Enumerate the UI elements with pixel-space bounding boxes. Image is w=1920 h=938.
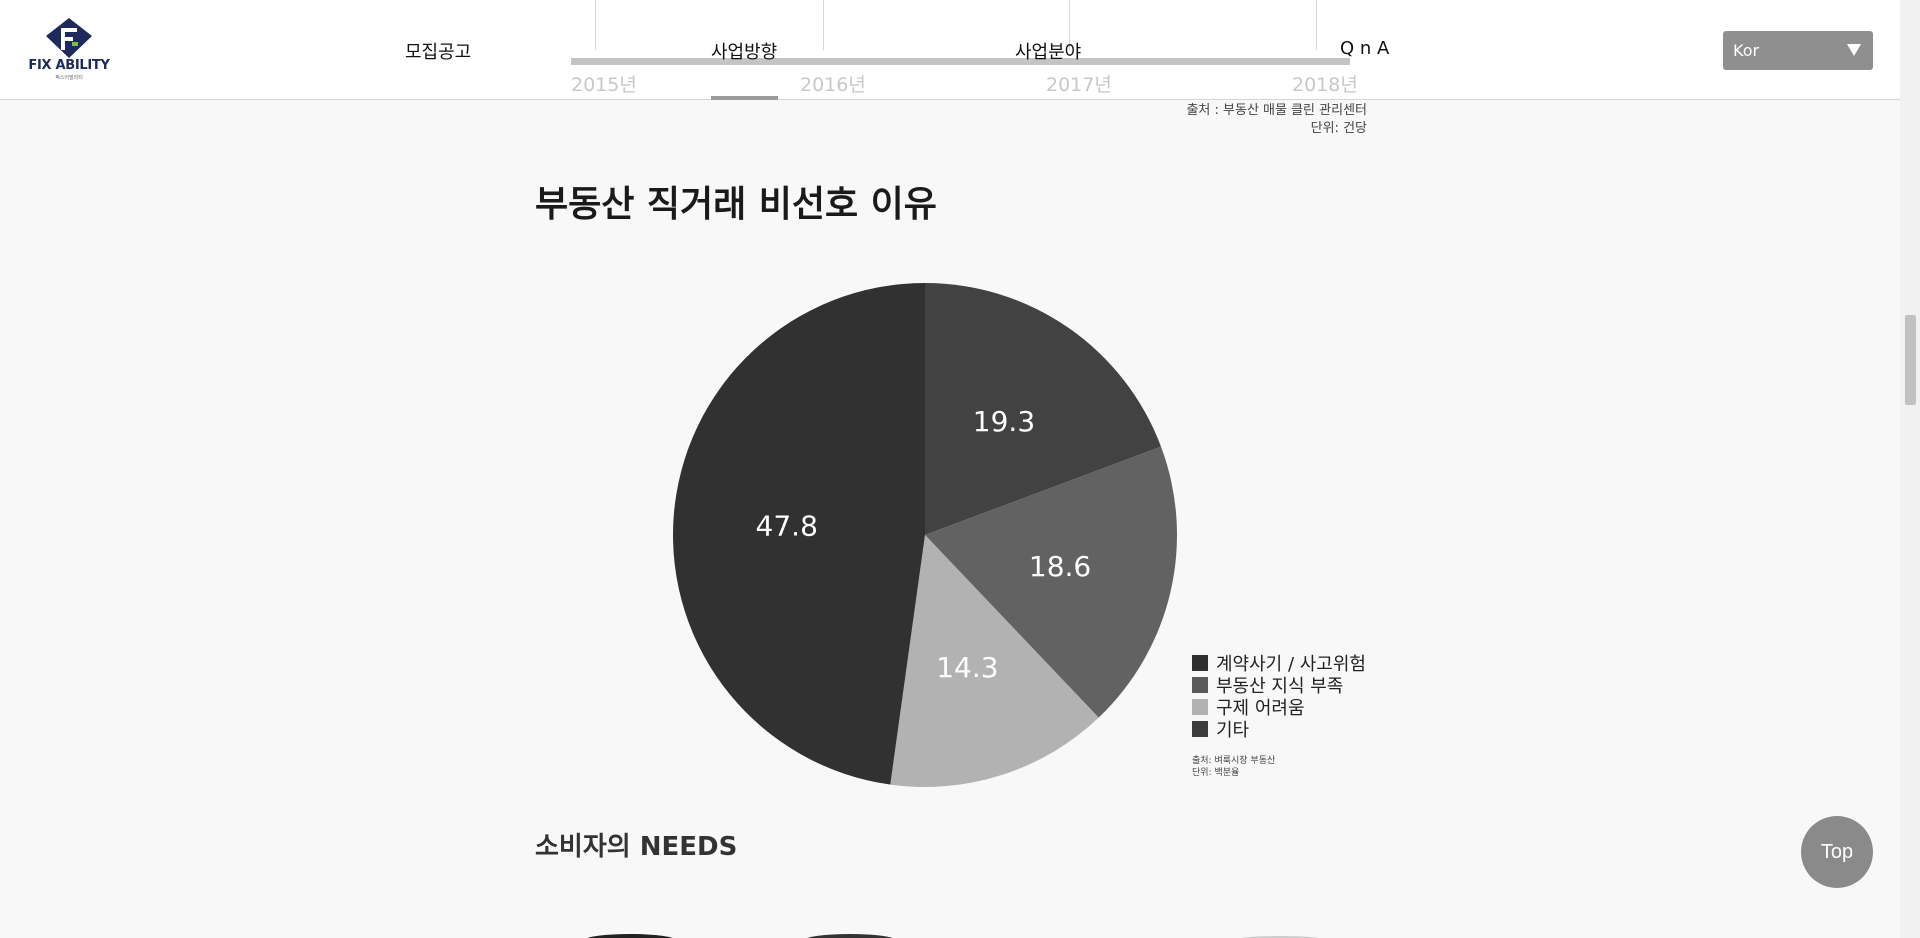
pie-slice-label: 14.3 xyxy=(936,651,998,684)
source-note-line: 출처 : 부동산 매물 클린 관리센터 xyxy=(1186,103,1367,118)
chart-title: 부동산 직거래 비선호 이유 xyxy=(535,184,937,225)
pie-slice xyxy=(890,535,1099,787)
nav-divider xyxy=(595,0,596,50)
unit-note-line: 단위: 백분율 xyxy=(1192,768,1240,778)
unit-note-line: 단위: 건당 xyxy=(1310,121,1367,136)
legend-item: 기타 xyxy=(1192,718,1366,741)
nav-active-indicator xyxy=(711,96,778,100)
pie-slice xyxy=(925,283,1162,535)
logo-text: FIX ABILITY xyxy=(28,58,110,73)
nav-divider xyxy=(1069,0,1070,50)
legend-item: 구제 어려움 xyxy=(1192,696,1366,719)
nav-item-business-direction[interactable]: 사업방향 xyxy=(711,42,778,63)
nav-divider xyxy=(1316,0,1317,50)
legend-item: 부동산 지식 부족 xyxy=(1192,674,1366,697)
nav-item-recruitment[interactable]: 모집공고 xyxy=(405,42,472,63)
legend-swatch xyxy=(1192,677,1208,693)
language-select[interactable]: Kor xyxy=(1723,31,1873,70)
legend-swatch xyxy=(1192,655,1208,671)
pie-slice xyxy=(925,446,1177,718)
legend-label: 계약사기 / 사고위험 xyxy=(1216,654,1366,675)
timeline-bar xyxy=(571,58,1350,65)
section-title-needs: 소비자의 NEEDS xyxy=(535,832,738,862)
legend-label: 구제 어려움 xyxy=(1216,698,1305,719)
timeline-year-2017[interactable]: 2017년 xyxy=(1046,74,1112,96)
legend-swatch xyxy=(1192,721,1208,737)
chart-legend: 계약사기 / 사고위험 부동산 지식 부족 구제 어려움 기타 xyxy=(1192,652,1366,741)
pie-slice-label: 19.3 xyxy=(973,405,1035,438)
timeline-year-2015[interactable]: 2015년 xyxy=(571,74,637,96)
logo-subtitle: 픽스어빌리티 xyxy=(55,75,83,81)
scrollbar[interactable] xyxy=(1900,0,1920,938)
logo-icon xyxy=(46,18,92,58)
logo[interactable]: FIX ABILITY 픽스어빌리티 xyxy=(28,16,110,82)
pie-chart: 19.3 18.6 14.3 47.8 xyxy=(672,283,1177,787)
source-note-top: 출처 : 부동산 매물 클린 관리센터 단위: 건당 xyxy=(1186,102,1367,138)
source-note-small: 출처: 벼룩시장 부동산 단위: 백분율 xyxy=(1192,755,1275,779)
partial-section-graphics xyxy=(587,934,1319,938)
language-select-value: Kor xyxy=(1733,41,1760,60)
pie-slice-label: 18.6 xyxy=(1029,550,1091,583)
nav-item-business-field[interactable]: 사업분야 xyxy=(1015,42,1082,63)
pie-slice-label: 47.8 xyxy=(756,509,818,542)
pie-slice xyxy=(672,283,925,785)
scrollbar-thumb[interactable] xyxy=(1905,315,1916,405)
source-note-line: 출처: 벼룩시장 부동산 xyxy=(1192,756,1276,766)
site-header: FIX ABILITY 픽스어빌리티 2015년 2016년 2017년 201… xyxy=(0,0,1900,100)
timeline-year-2016[interactable]: 2016년 xyxy=(800,74,866,96)
timeline-year-2018[interactable]: 2018년 xyxy=(1292,74,1358,96)
scroll-top-button[interactable]: Top xyxy=(1801,816,1873,888)
legend-item: 계약사기 / 사고위험 xyxy=(1192,652,1366,675)
nav-divider xyxy=(823,0,824,50)
legend-label: 부동산 지식 부족 xyxy=(1216,676,1344,697)
triangle-down-icon xyxy=(1847,44,1861,56)
nav-item-qna[interactable]: Q n A xyxy=(1340,38,1390,59)
legend-swatch xyxy=(1192,699,1208,715)
legend-label: 기타 xyxy=(1216,720,1250,741)
